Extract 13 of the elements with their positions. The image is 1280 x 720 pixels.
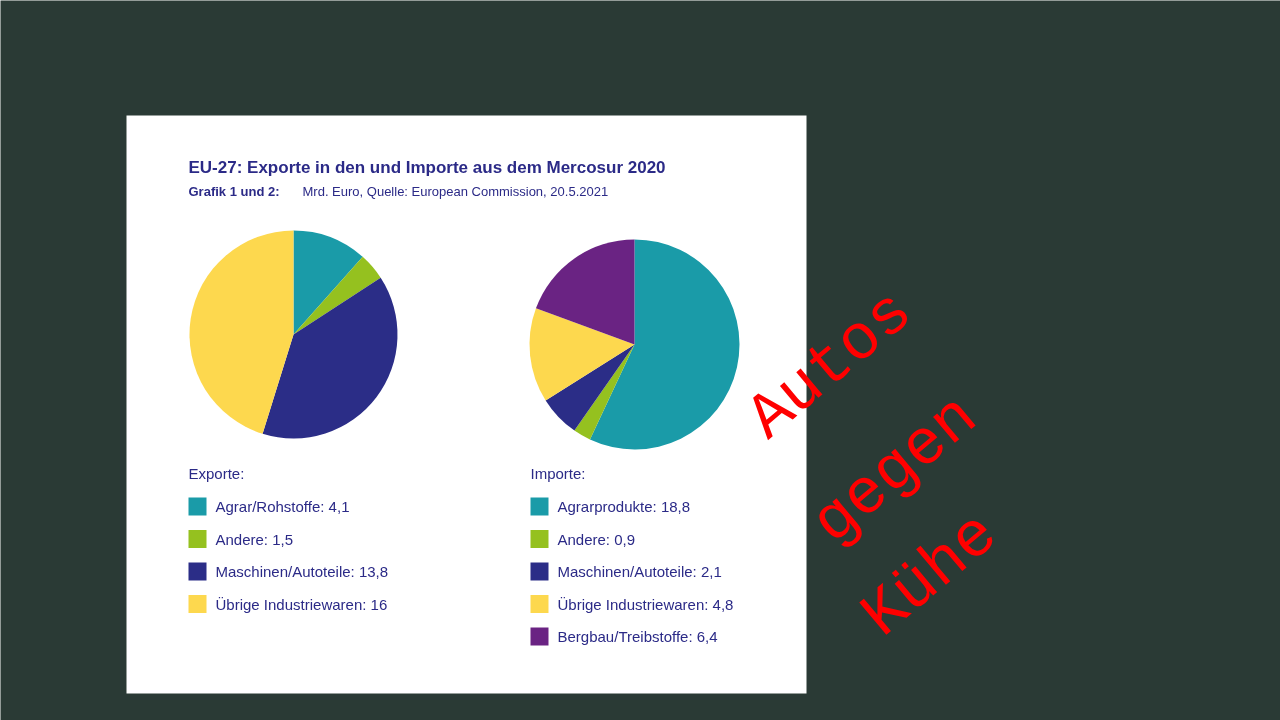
legend-title: Exporte: <box>188 465 245 482</box>
legend-label: Bergbau/Treibstoffe: 6,4 <box>557 628 718 645</box>
legend-label: Übrige Industriewaren: 16 <box>215 595 388 613</box>
legend-label: Agrarprodukte: 18,8 <box>557 498 691 515</box>
legend-label: Übrige Industriewaren: 4,8 <box>557 595 734 613</box>
legend-label: Andere: 1,5 <box>215 530 294 548</box>
legend-label: Maschinen/Autoteile: 2,1 <box>557 563 722 580</box>
legend-label: Maschinen/Autoteile: 13,8 <box>215 563 389 580</box>
legend-label: Andere: 0,9 <box>557 530 636 548</box>
legend-label: Agrar/Rohstoffe: 4,1 <box>215 498 350 515</box>
chart-title: EU-27: Exporte in den und Importe aus dem Mercosur 2020 <box>188 158 666 177</box>
legend-title: Importe: <box>530 465 586 482</box>
text: Grafik 1 und 2: Mrd. Euro, Quelle: European Commission, 20.5.2021 <box>188 184 609 199</box>
